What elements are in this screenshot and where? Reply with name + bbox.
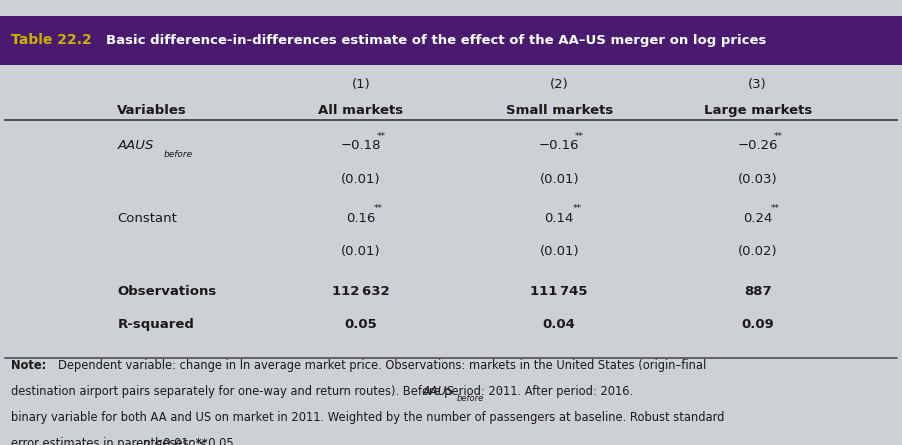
Text: 111 745: 111 745: [530, 285, 588, 298]
Text: binary variable for both AA and US on market in 2011. Weighted by the number of : binary variable for both AA and US on ma…: [11, 411, 724, 424]
Text: <0.05.: <0.05.: [195, 437, 237, 445]
Text: 0.09: 0.09: [741, 318, 774, 332]
Text: −0.18: −0.18: [341, 139, 381, 153]
FancyBboxPatch shape: [0, 16, 902, 65]
Text: 0.24: 0.24: [743, 211, 772, 225]
Text: (0.01): (0.01): [341, 173, 381, 186]
Text: error estimates in parentheses. **: error estimates in parentheses. **: [11, 437, 210, 445]
Text: (1): (1): [352, 78, 370, 91]
Text: (0.02): (0.02): [738, 245, 778, 258]
Text: 0.05: 0.05: [345, 318, 377, 332]
Text: before: before: [164, 150, 193, 159]
Text: AAUS: AAUS: [422, 385, 454, 398]
Text: Table 22.2: Table 22.2: [11, 33, 92, 47]
Text: (3): (3): [749, 78, 767, 91]
Text: destination airport pairs separately for one-way and return routes). Before peri: destination airport pairs separately for…: [11, 385, 637, 398]
Text: AAUS: AAUS: [117, 139, 153, 153]
Text: **: **: [377, 132, 385, 141]
Text: p: p: [187, 437, 194, 445]
Text: All markets: All markets: [318, 104, 403, 117]
Text: R-squared: R-squared: [117, 318, 194, 332]
Text: before: before: [457, 394, 484, 403]
Text: **: **: [575, 132, 584, 141]
Text: 887: 887: [744, 285, 771, 298]
Text: :: :: [498, 385, 502, 398]
Text: **: **: [773, 132, 782, 141]
Text: (0.01): (0.01): [341, 245, 381, 258]
Text: (2): (2): [550, 78, 568, 91]
Text: 0.04: 0.04: [543, 318, 575, 332]
Text: Note:: Note:: [11, 359, 46, 372]
Text: **: **: [771, 204, 780, 213]
Text: <0.01, *: <0.01, *: [150, 437, 205, 445]
Text: Small markets: Small markets: [506, 104, 612, 117]
Text: (0.03): (0.03): [738, 173, 778, 186]
Text: **: **: [374, 204, 383, 213]
Text: 112 632: 112 632: [332, 285, 390, 298]
Text: 0.16: 0.16: [346, 211, 375, 225]
Text: Observations: Observations: [117, 285, 216, 298]
Text: p: p: [142, 437, 149, 445]
Text: **: **: [573, 204, 582, 213]
Text: 0.14: 0.14: [545, 211, 574, 225]
Text: (0.01): (0.01): [539, 245, 579, 258]
Text: Large markets: Large markets: [704, 104, 812, 117]
Text: Variables: Variables: [117, 104, 187, 117]
Text: (0.01): (0.01): [539, 173, 579, 186]
Text: Basic difference-in-differences estimate of the effect of the AA–US merger on lo: Basic difference-in-differences estimate…: [106, 33, 767, 47]
Text: Dependent variable: change in ln average market price. Observations: markets in : Dependent variable: change in ln average…: [58, 359, 706, 372]
Text: −0.16: −0.16: [539, 139, 579, 153]
Text: −0.26: −0.26: [738, 139, 778, 153]
Text: Constant: Constant: [117, 211, 177, 225]
